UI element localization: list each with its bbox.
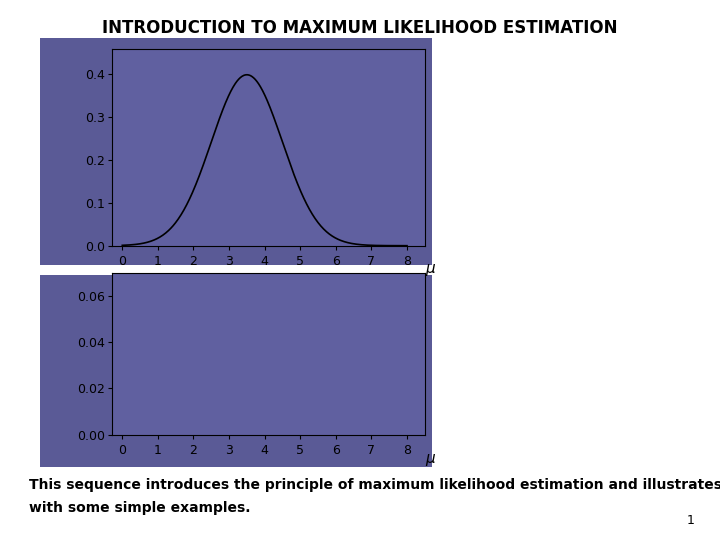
Text: with some simple examples.: with some simple examples. xyxy=(29,501,251,515)
Text: This sequence introduces the principle of maximum likelihood estimation and illu: This sequence introduces the principle o… xyxy=(29,478,720,492)
Text: INTRODUCTION TO MAXIMUM LIKELIHOOD ESTIMATION: INTRODUCTION TO MAXIMUM LIKELIHOOD ESTIM… xyxy=(102,19,618,37)
Text: μ: μ xyxy=(425,451,435,466)
Text: 1: 1 xyxy=(687,514,695,526)
Text: μ: μ xyxy=(425,261,435,276)
